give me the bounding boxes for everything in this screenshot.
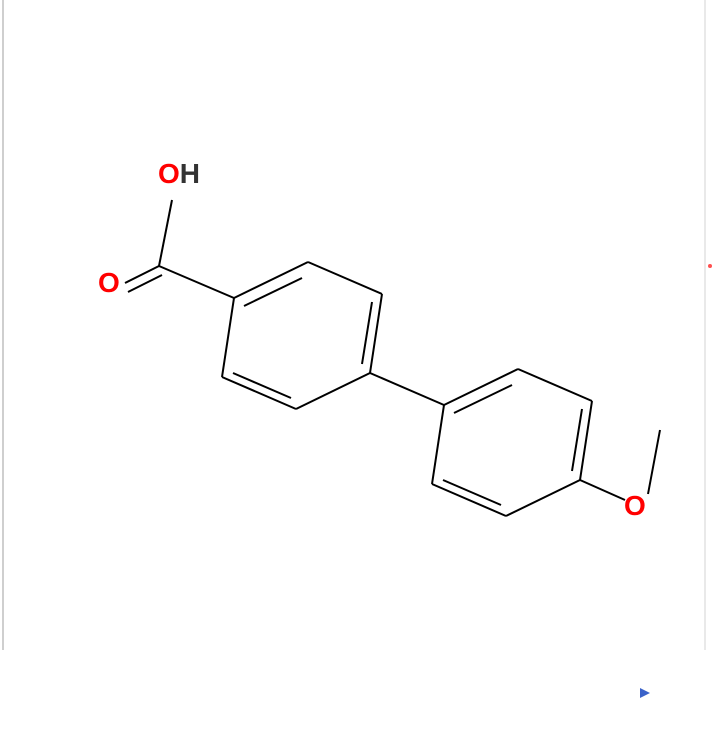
atom-label-o-right: O (624, 490, 646, 522)
bond-c-oh (159, 200, 172, 266)
bond-r1-6 (222, 298, 234, 377)
bond-c-o-2 (128, 275, 162, 292)
atom-label-o-left: O (98, 267, 120, 299)
bond-ring-o (580, 480, 625, 500)
bond-r2-1b (454, 385, 512, 413)
oxygen-o-of-oh: OH (158, 158, 200, 189)
bond-c-o-1 (125, 266, 159, 283)
bond-r1-1b (244, 278, 302, 306)
bond-r1-3b (362, 302, 372, 364)
red-marker-dot (708, 264, 712, 268)
bond-r2-2 (518, 369, 592, 401)
bond-r1-2 (308, 262, 382, 294)
bond-r1-4 (296, 373, 370, 409)
bond-o-ch3 (648, 430, 660, 494)
bond-r2-5 (432, 484, 506, 516)
bond-carboxyl-ring (159, 266, 234, 298)
bond-r2-6 (432, 405, 444, 484)
bond-r2-3b (572, 409, 582, 471)
structure-svg (0, 0, 714, 735)
bond-biphenyl-link (370, 373, 444, 405)
bond-r1-5 (222, 377, 296, 409)
bond-r2-4 (506, 480, 580, 516)
atom-label-oh: OH (158, 158, 200, 190)
molecule-canvas: OH O O (0, 0, 714, 735)
